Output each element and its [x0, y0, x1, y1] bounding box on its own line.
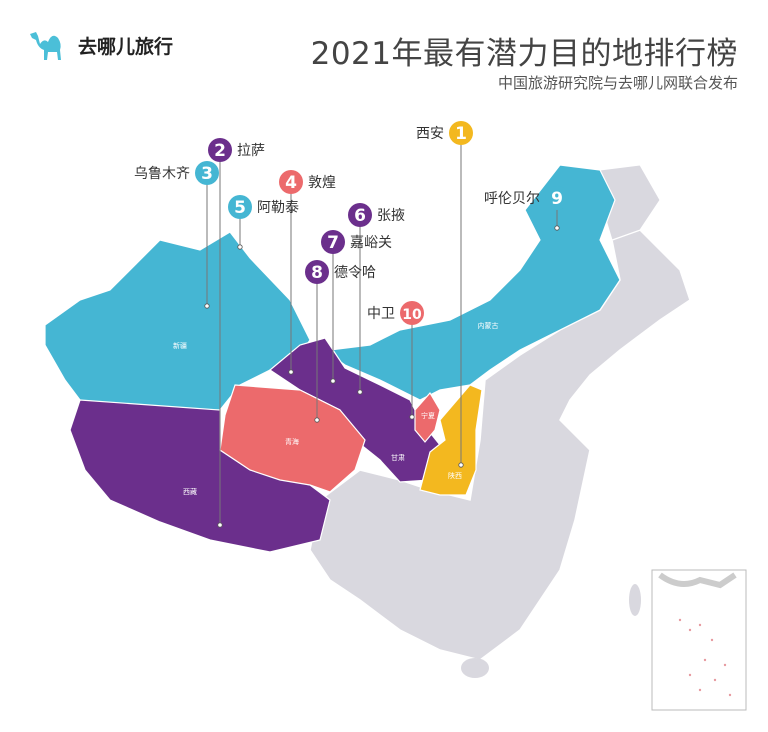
rank-badge	[321, 230, 345, 254]
island-dot	[728, 693, 732, 697]
destination-name: 拉萨	[237, 143, 265, 159]
destination-pin-4[interactable]: 4 敦煌	[279, 170, 336, 375]
rank-badge	[400, 301, 424, 325]
destination-pin-1[interactable]: 1 西安	[416, 121, 473, 468]
destination-pin-5[interactable]: 5 阿勒泰	[228, 195, 299, 250]
destination-name: 敦煌	[308, 175, 336, 191]
south-china-sea-inset	[651, 569, 747, 711]
rank-badge	[449, 121, 473, 145]
destination-pin-3[interactable]: 3 乌鲁木齐	[134, 161, 219, 309]
island-dot	[688, 628, 692, 632]
rank-number: 6	[354, 206, 366, 226]
rank-badge	[305, 260, 329, 284]
region-1	[309, 164, 621, 401]
rank-badge	[195, 161, 219, 185]
pin-dot	[204, 303, 210, 309]
destination-pin-6[interactable]: 6 张掖	[348, 203, 405, 395]
pin-dot	[554, 225, 560, 231]
rank-badge	[279, 170, 303, 194]
destination-pin-10[interactable]: 10 中卫	[367, 301, 424, 420]
pin-dot	[330, 378, 336, 384]
destination-name: 乌鲁木齐	[134, 166, 190, 182]
region-6	[419, 384, 483, 496]
destination-pin-8[interactable]: 8 德令哈	[305, 260, 376, 423]
pin-dot	[314, 417, 320, 423]
inset-coast	[658, 572, 737, 589]
pin-dot	[288, 369, 294, 375]
pin-dot	[409, 414, 415, 420]
page-subtitle: 中国旅游研究院与去哪儿网联合发布	[497, 74, 738, 92]
island-dot	[678, 618, 682, 622]
pin-dot	[357, 389, 363, 395]
destination-name: 德令哈	[334, 265, 376, 281]
region-taiwan	[629, 584, 641, 616]
rank-number: 10	[402, 307, 422, 323]
region-0	[44, 231, 311, 411]
island-dot	[688, 673, 692, 677]
island-dot	[723, 663, 727, 667]
destination-pin-2[interactable]: 2 拉萨	[208, 138, 265, 528]
island-dot	[713, 678, 717, 682]
rank-badge	[208, 138, 232, 162]
destination-name: 西安	[416, 126, 444, 142]
destination-name: 中卫	[367, 306, 395, 322]
page-title: 2021年最有潜力目的地排行榜	[310, 36, 738, 72]
destination-name: 呼伦贝尔	[484, 191, 540, 207]
rank-number: 9	[551, 189, 563, 209]
island-dot	[703, 658, 707, 662]
province-label: 青海	[285, 437, 299, 446]
destination-name: 嘉峪关	[350, 235, 392, 251]
rank-number: 7	[327, 233, 339, 253]
pin-dot	[458, 462, 464, 468]
destination-name: 阿勒泰	[257, 200, 299, 216]
pin-dot	[217, 522, 223, 528]
camel-icon	[30, 32, 61, 60]
province-label: 内蒙古	[478, 321, 499, 330]
rank-number: 4	[285, 173, 297, 193]
rank-number: 5	[234, 198, 246, 218]
province-label: 陕西	[448, 471, 462, 480]
destination-name: 张掖	[377, 208, 405, 224]
province-label: 西藏	[183, 487, 197, 496]
island-dot	[698, 623, 702, 627]
destination-pin-9[interactable]: 9 呼伦贝尔	[484, 186, 569, 231]
destination-pin-7[interactable]: 7 嘉峪关	[321, 230, 392, 384]
region-hainan	[461, 658, 489, 678]
rank-number: 2	[214, 141, 226, 161]
rank-number: 8	[311, 263, 323, 283]
rank-badge	[348, 203, 372, 227]
rank-number: 3	[201, 164, 213, 184]
province-label: 宁夏	[421, 411, 435, 420]
region-5	[414, 391, 441, 443]
province-label: 甘肃	[391, 453, 405, 462]
pin-dot	[237, 244, 243, 250]
rank-badge	[545, 186, 569, 210]
region-other-provinces	[309, 229, 691, 661]
rank-badge	[228, 195, 252, 219]
island-dot	[710, 638, 714, 642]
rank-number: 1	[455, 124, 467, 144]
region-4	[219, 384, 366, 493]
logo-text: 去哪儿旅行	[78, 35, 174, 58]
logo: 去哪儿旅行	[28, 28, 173, 62]
province-label: 新疆	[173, 341, 187, 350]
island-dot	[698, 688, 702, 692]
